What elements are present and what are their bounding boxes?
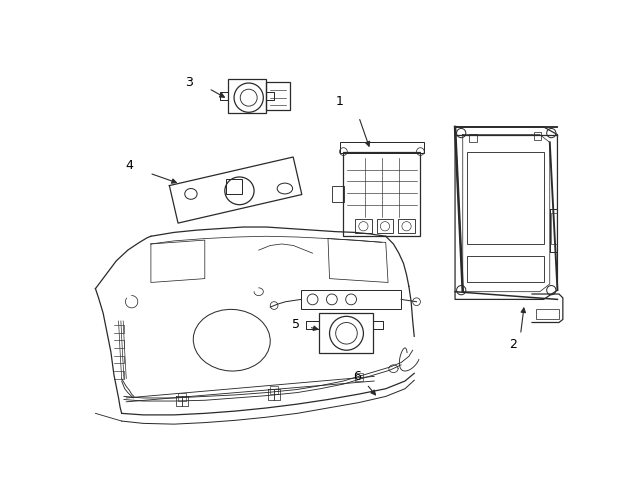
Text: 3: 3 [186,76,193,89]
Bar [355,373,363,381]
Text: 4: 4 [125,159,133,172]
Bar [227,178,242,194]
Bar [319,313,372,353]
Bar [355,219,372,233]
Bar [301,290,401,310]
Text: 2: 2 [509,338,516,351]
Bar [340,142,424,153]
Bar [550,213,557,244]
Bar [536,310,559,318]
Text: 1: 1 [335,95,344,108]
Bar [469,134,477,141]
Bar [534,132,541,140]
Bar [266,82,289,110]
Bar [178,393,186,401]
Bar [332,186,344,202]
Text: 6: 6 [353,370,361,383]
Text: 5: 5 [292,318,300,331]
Bar [398,219,415,233]
Bar [344,151,420,236]
Bar [376,219,394,233]
Bar [467,151,543,244]
Bar [270,387,278,394]
Bar [228,79,266,113]
Bar [467,255,543,282]
